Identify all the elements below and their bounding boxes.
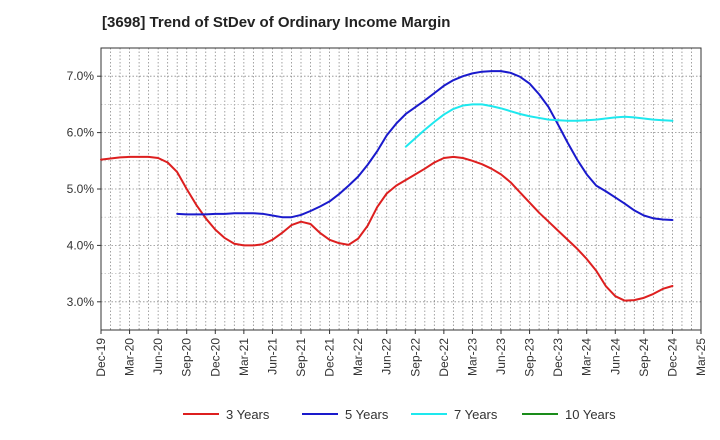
x-tick-label: Sep-24	[637, 338, 651, 377]
x-tick-label: Mar-25	[694, 338, 708, 376]
x-tick-label: Jun-22	[380, 338, 394, 375]
x-tick-label: Sep-21	[294, 338, 308, 377]
legend-label-10-years: 10 Years	[565, 407, 616, 422]
x-tick-label: Sep-23	[523, 338, 537, 377]
legend-label-3-years: 3 Years	[226, 407, 270, 422]
x-tick-label: Dec-21	[323, 338, 337, 377]
legend-label-5-years: 5 Years	[345, 407, 389, 422]
x-tick-label: Mar-20	[123, 338, 137, 376]
y-tick-label: 4.0%	[67, 238, 95, 252]
y-tick-label: 3.0%	[67, 295, 95, 309]
y-tick-label: 6.0%	[67, 126, 95, 140]
x-tick-label: Dec-22	[437, 338, 451, 377]
series-line-3-years	[100, 155, 674, 302]
x-tick-label: Mar-21	[237, 338, 251, 376]
x-tick-label: Dec-24	[665, 338, 679, 377]
x-tick-label: Dec-23	[551, 338, 565, 377]
x-tick-label: Mar-23	[465, 338, 479, 376]
x-tick-label: Dec-20	[208, 338, 222, 377]
x-tick-label: Jun-20	[151, 338, 165, 375]
y-tick-label: 5.0%	[67, 182, 95, 196]
series-line-7-years	[404, 103, 674, 148]
x-tick-label: Mar-22	[351, 338, 365, 376]
x-tick-label: Jun-23	[494, 338, 508, 375]
x-tick-label: Mar-24	[580, 338, 594, 376]
x-tick-label: Sep-20	[180, 338, 194, 377]
plot-background	[101, 48, 701, 330]
x-tick-label: Jun-21	[265, 338, 279, 375]
y-tick-label: 7.0%	[67, 69, 95, 83]
x-tick-label: Dec-19	[94, 338, 108, 377]
series-line-5-years	[176, 70, 674, 222]
x-tick-label: Sep-22	[408, 338, 422, 377]
chart-title: [3698] Trend of StDev of Ordinary Income…	[102, 14, 451, 31]
x-tick-label: Jun-24	[608, 338, 622, 375]
legend-label-7-years: 7 Years	[454, 407, 498, 422]
